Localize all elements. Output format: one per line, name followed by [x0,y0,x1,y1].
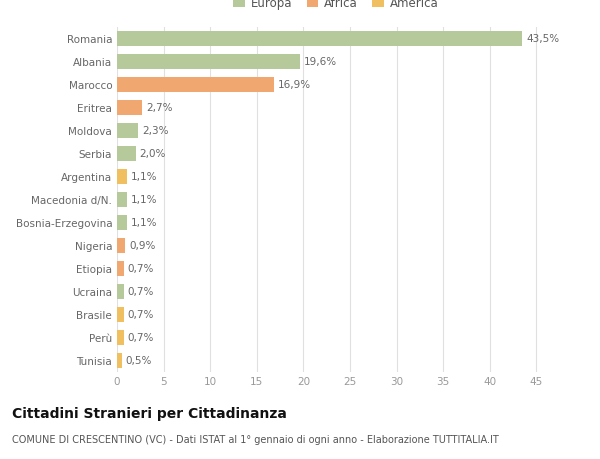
Bar [117,55,299,69]
Text: COMUNE DI CRESCENTINO (VC) - Dati ISTAT al 1° gennaio di ogni anno - Elaborazion: COMUNE DI CRESCENTINO (VC) - Dati ISTAT … [12,434,499,444]
Bar [117,284,124,299]
Text: 2,7%: 2,7% [146,103,172,113]
Text: 0,9%: 0,9% [129,241,155,251]
Text: Cittadini Stranieri per Cittadinanza: Cittadini Stranieri per Cittadinanza [12,406,287,420]
Bar [117,330,124,345]
Bar [117,261,124,276]
Bar [117,307,124,322]
Text: 2,0%: 2,0% [139,149,166,159]
Text: 1,1%: 1,1% [131,195,157,205]
Bar [117,78,274,92]
Bar [117,32,523,46]
Text: 19,6%: 19,6% [304,57,337,67]
Text: 1,1%: 1,1% [131,172,157,182]
Bar [117,192,127,207]
Text: 43,5%: 43,5% [526,34,559,44]
Text: 0,7%: 0,7% [127,263,154,274]
Bar [117,146,136,161]
Bar [117,169,127,184]
Bar [117,215,127,230]
Text: 0,5%: 0,5% [125,355,152,365]
Text: 16,9%: 16,9% [278,80,311,90]
Bar [117,238,125,253]
Text: 2,3%: 2,3% [142,126,169,136]
Text: 0,7%: 0,7% [127,309,154,319]
Bar [117,123,139,138]
Text: 0,7%: 0,7% [127,332,154,342]
Text: 1,1%: 1,1% [131,218,157,228]
Bar [117,353,122,368]
Text: 0,7%: 0,7% [127,286,154,297]
Bar [117,101,142,115]
Legend: Europa, Africa, America: Europa, Africa, America [229,0,443,15]
